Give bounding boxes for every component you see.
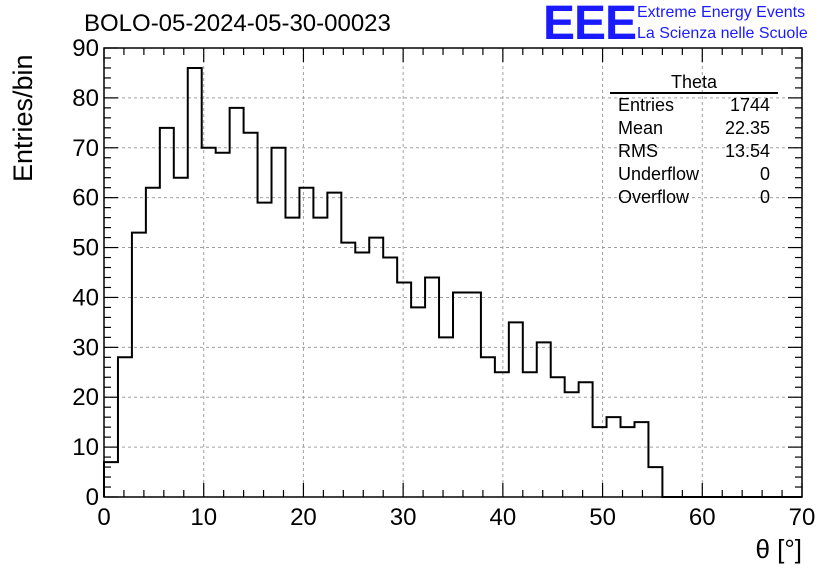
logo-line-2: La Scienza nelle Scuole	[637, 25, 808, 42]
y-tick-label: 40	[72, 284, 99, 311]
y-axis-label: Entries/bin	[8, 54, 38, 182]
y-tick-label: 50	[72, 235, 99, 262]
stats-title: Theta	[610, 72, 778, 94]
x-axis-label: θ [°]	[755, 534, 802, 564]
stats-label: RMS	[618, 141, 658, 161]
stats-row-overflow: Overflow 0	[610, 186, 778, 209]
stats-row-mean: Mean 22.35	[610, 117, 778, 140]
x-tick-label: 0	[97, 504, 110, 531]
y-tick-label: 10	[72, 434, 99, 461]
stats-row-rms: RMS 13.54	[610, 140, 778, 163]
x-tick-label: 70	[789, 504, 816, 531]
y-tick-label: 20	[72, 384, 99, 411]
x-tick-label: 20	[290, 504, 317, 531]
x-tick-label: 40	[490, 504, 517, 531]
y-tick-label: 0	[86, 484, 99, 511]
eee-logo: EEE	[543, 0, 637, 50]
y-tick-label: 60	[72, 185, 99, 212]
stats-label: Entries	[618, 95, 675, 115]
x-tick-label: 50	[589, 504, 616, 531]
y-tick-label: 30	[72, 334, 99, 361]
plot-title: BOLO-05-2024-05-30-00023	[84, 10, 391, 37]
x-tick-label: 30	[390, 504, 417, 531]
stats-value: 22.35	[724, 118, 770, 138]
y-tick-label: 70	[72, 135, 99, 162]
histogram-line	[103, 66, 802, 498]
stats-value: 13.54	[724, 141, 770, 161]
stats-value: 0	[759, 187, 770, 207]
plot-frame	[103, 47, 803, 498]
x-tick-label: 60	[689, 504, 716, 531]
y-tick-label: 80	[72, 85, 99, 112]
stats-value: 1744	[729, 95, 770, 115]
stats-value: 0	[759, 164, 770, 184]
x-tick-label: 10	[190, 504, 217, 531]
stats-label: Underflow	[618, 164, 700, 184]
stats-box: Theta Entries 1744 Mean 22.35 RMS 13.54 …	[610, 72, 778, 209]
logo-line-1: Extreme Energy Events	[637, 4, 806, 21]
stats-row-entries: Entries 1744	[610, 94, 778, 117]
stats-row-underflow: Underflow 0	[610, 163, 778, 186]
stats-label: Overflow	[618, 187, 690, 207]
stats-label: Mean	[618, 118, 664, 138]
y-tick-label: 90	[72, 35, 99, 62]
